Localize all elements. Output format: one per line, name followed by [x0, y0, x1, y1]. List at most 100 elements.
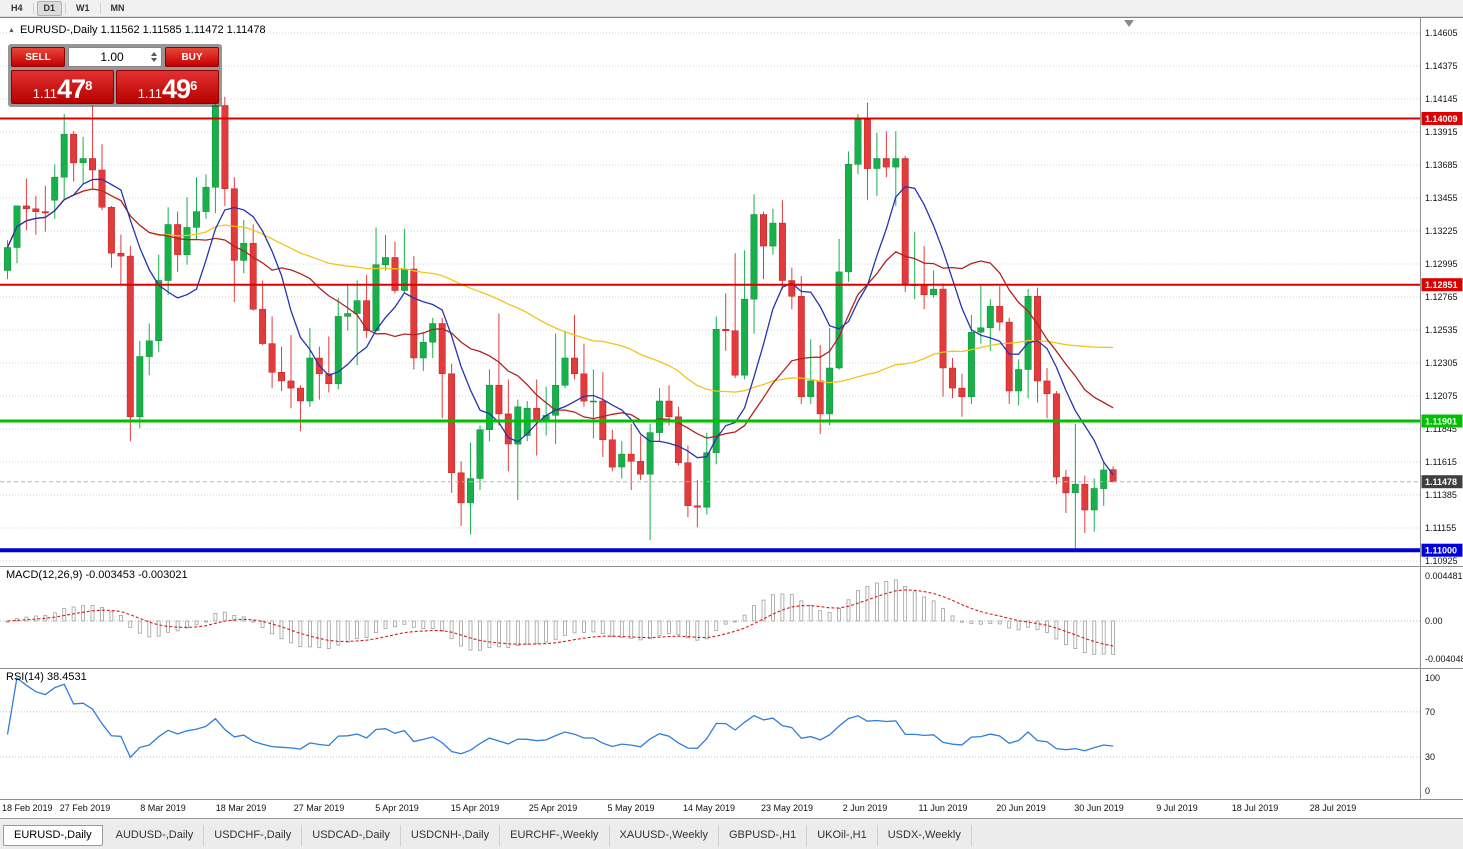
rsi-scale-label: 70 — [1425, 707, 1435, 717]
date-axis-label: 8 Mar 2019 — [140, 803, 186, 813]
date-axis-label: 27 Feb 2019 — [60, 803, 111, 813]
sell-price-point: 8 — [85, 78, 93, 93]
volume-stepper[interactable]: 1.00 — [68, 47, 162, 67]
price-tag-text: 1.11901 — [1425, 416, 1457, 426]
chart-tab-ukoil-h1[interactable]: UKOil-,H1 — [807, 824, 878, 846]
buy-price-point: 6 — [190, 78, 198, 93]
price-scale-label: 1.12535 — [1425, 325, 1458, 335]
chart-tab-usdchf-daily[interactable]: USDCHF-,Daily — [204, 824, 303, 846]
sell-price-prefix: 1.11 — [32, 86, 58, 101]
one-click-prices-row: 1.11 47 8 1.11 49 6 — [11, 70, 219, 104]
price-scale-label: 1.12075 — [1425, 391, 1458, 401]
timeframe-h4-button[interactable]: H4 — [4, 1, 30, 16]
date-axis-label: 9 Jul 2019 — [1156, 803, 1198, 813]
sell-price-pips: 47 — [57, 74, 86, 104]
candlesticks — [4, 94, 1117, 549]
date-axis-label: 18 Feb 2019 — [2, 803, 53, 813]
price-scale-label: 1.14375 — [1425, 61, 1458, 71]
buy-price-pips: 49 — [162, 74, 191, 104]
window-separator — [0, 818, 1463, 821]
timeframe-mn-button[interactable]: MN — [104, 1, 132, 16]
chart-tab-xauusd-weekly[interactable]: XAUUSD-,Weekly — [610, 824, 719, 846]
date-axis-label: 20 Jun 2019 — [996, 803, 1046, 813]
price-scale-label: 1.14605 — [1425, 28, 1458, 38]
one-click-panel-toggle-icon[interactable]: ▲ — [8, 26, 15, 34]
chart-title: ▲ EURUSD-,Daily 1.11562 1.11585 1.11472 … — [8, 24, 266, 36]
chart-tab-gbpusd-h1[interactable]: GBPUSD-,H1 — [719, 824, 808, 846]
one-click-controls-row: SELL 1.00 BUY — [11, 47, 219, 67]
date-axis-label: 18 Jul 2019 — [1232, 803, 1279, 813]
date-axis-label: 5 Apr 2019 — [375, 803, 419, 813]
chart-objects — [0, 20, 1420, 553]
buy-price-display[interactable]: 1.11 49 6 — [116, 70, 219, 104]
price-tag-text: 1.11478 — [1425, 477, 1457, 487]
buy-button[interactable]: BUY — [165, 47, 219, 67]
price-scale-label: 1.12305 — [1425, 358, 1458, 368]
price-tag-1.12851 — [1421, 278, 1463, 292]
axes: 1.14605 1.14375 1.14145 1.13915 1.13685 1.134… — [0, 17, 1463, 813]
volume-value: 1.00 — [100, 50, 124, 64]
sma-16-line — [6, 188, 1114, 439]
rsi-line — [6, 676, 1114, 759]
toolbar-separator — [65, 2, 67, 14]
price-scale-label: 1.13685 — [1425, 160, 1458, 170]
date-axis-label: 18 Mar 2019 — [216, 803, 267, 813]
price-scale-label: 1.11615 — [1425, 457, 1457, 467]
buy-price-prefix: 1.11 — [137, 86, 163, 101]
price-tag-text: 1.12851 — [1425, 280, 1458, 290]
chart-tab-eurusd-daily[interactable]: EURUSD-,Daily — [3, 824, 103, 846]
chart-tabs-bar: EURUSD-,Daily AUDUSD-,Daily USDCHF-,Daily U… — [0, 821, 1463, 849]
date-axis-label: 14 May 2019 — [683, 803, 735, 813]
price-scale-label: 1.13225 — [1425, 226, 1458, 236]
macd-signal-line — [7, 589, 1114, 647]
chart-tab-usdcad-daily[interactable]: USDCAD-,Daily — [302, 824, 401, 846]
rsi-indicator-label: RSI(14) 38.4531 — [6, 671, 87, 683]
price-scale-label: 1.10925 — [1425, 556, 1458, 566]
chart-shift-marker-icon[interactable] — [1124, 20, 1134, 27]
price-tag-1.11478 — [1421, 475, 1463, 489]
price-tag-1.11901 — [1421, 414, 1463, 428]
date-axis-label: 11 Jun 2019 — [919, 803, 968, 813]
chart-canvas[interactable]: 1.14605 1.14375 1.14145 1.13915 1.13685 1.134… — [0, 0, 1463, 818]
macd-indicator-label: MACD(12,26,9) -0.003453 -0.003021 — [6, 569, 188, 581]
date-axis-label: 28 Jul 2019 — [1310, 803, 1357, 813]
timeframe-d1-button[interactable]: D1 — [36, 0, 63, 16]
price-scale-label: 1.11845 — [1425, 424, 1457, 434]
chart-tab-eurchf-weekly[interactable]: EURCHF-,Weekly — [500, 824, 610, 846]
price-scale-label: 1.14145 — [1425, 94, 1458, 104]
volume-down-icon[interactable] — [151, 58, 157, 62]
date-axis-label: 27 Mar 2019 — [294, 803, 345, 813]
price-scale-label: 1.11385 — [1425, 490, 1457, 500]
date-axis-label: 15 Apr 2019 — [451, 803, 500, 813]
chart-tab-audusd-daily[interactable]: AUDUSD-,Daily — [106, 824, 205, 846]
sell-button[interactable]: SELL — [11, 47, 65, 67]
price-scale-label: 1.12995 — [1425, 259, 1458, 269]
chart-tab-usdcnh-daily[interactable]: USDCNH-,Daily — [401, 824, 501, 846]
price-tag-1.14009 — [1421, 112, 1463, 125]
macd-plot — [0, 579, 1420, 655]
toolbar-separator — [99, 2, 101, 14]
volume-spinner-arrows[interactable] — [151, 52, 157, 62]
date-axis-label: 23 May 2019 — [761, 803, 813, 813]
date-axis-label: 30 Jun 2019 — [1074, 803, 1124, 813]
date-axis-label: 25 Apr 2019 — [529, 803, 578, 813]
macd-scale-label: 0.004481 — [1425, 571, 1463, 581]
moving-averages — [6, 178, 1114, 476]
sell-price-display[interactable]: 1.11 47 8 — [11, 70, 114, 104]
toolbar-separator — [32, 2, 34, 14]
price-scale-label: 1.12765 — [1425, 292, 1458, 302]
price-scale-label: 1.11155 — [1425, 523, 1456, 533]
price-scale-label: 1.13915 — [1425, 127, 1458, 137]
timeframe-w1-button[interactable]: W1 — [69, 1, 97, 16]
price-scale-label: 1.13455 — [1425, 193, 1458, 203]
price-tag-1.11000 — [1421, 543, 1463, 557]
volume-up-icon[interactable] — [151, 52, 157, 56]
date-axis-label: 2 Jun 2019 — [843, 803, 888, 813]
price-tag-text: 1.14009 — [1425, 114, 1458, 124]
macd-scale-label: -0.004048 — [1425, 654, 1463, 664]
timeframe-toolbar: H4 D1 W1 MN — [0, 0, 1463, 17]
rsi-plot — [0, 676, 1420, 759]
chart-ohlc-label: EURUSD-,Daily 1.11562 1.11585 1.11472 1.… — [19, 24, 266, 36]
chart-tab-usdx-weekly[interactable]: USDX-,Weekly — [878, 824, 972, 846]
rsi-scale-label: 30 — [1425, 752, 1435, 762]
